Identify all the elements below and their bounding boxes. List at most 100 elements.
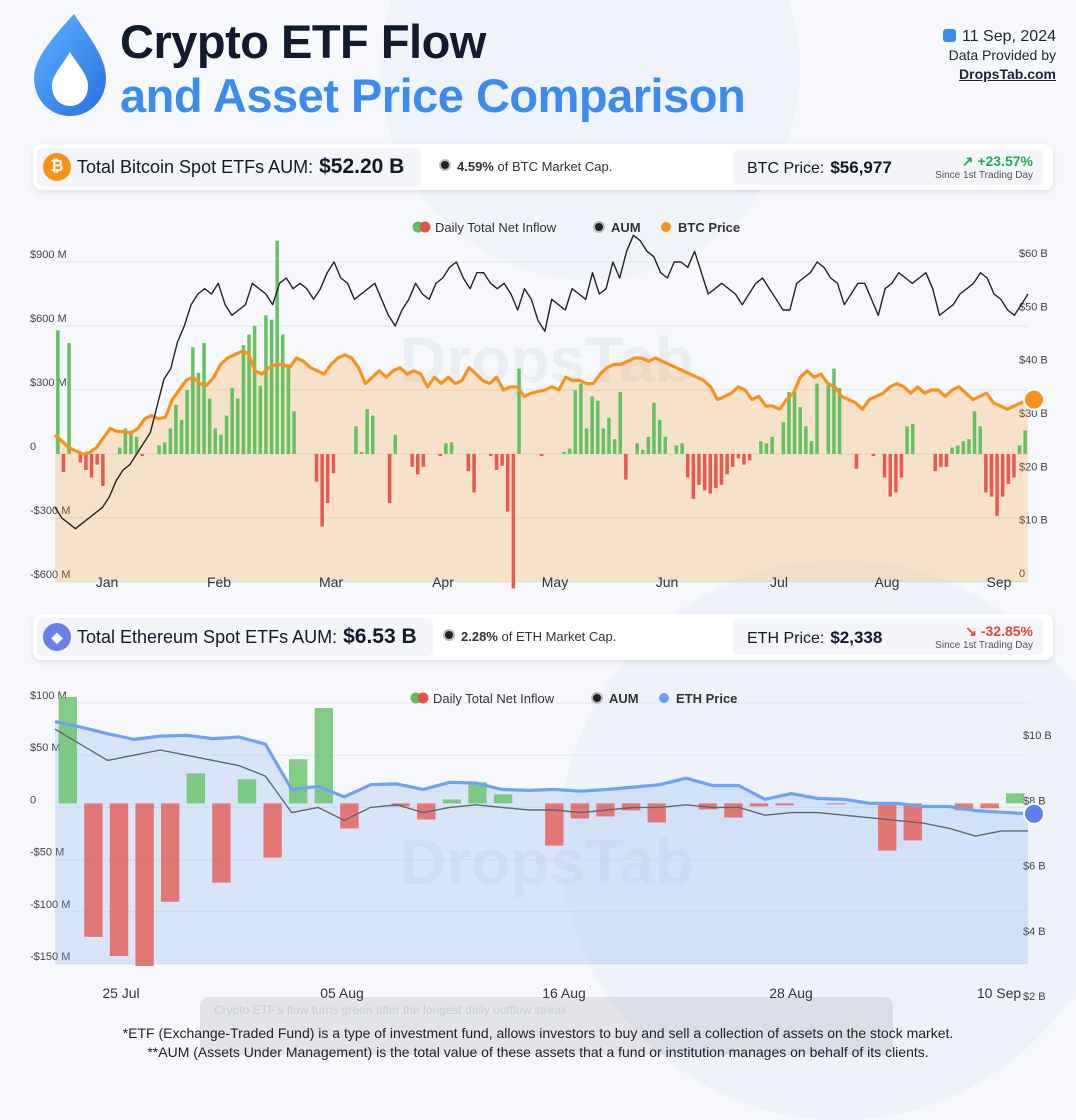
inflow-bar xyxy=(809,441,814,454)
page-title-line2: and Asset Price Comparison xyxy=(120,69,746,122)
right-axis-tick: $30 B xyxy=(1019,408,1048,420)
inflow-bar xyxy=(140,454,144,457)
inflow-bar xyxy=(989,454,994,497)
legend-aum-label: AUM xyxy=(609,691,639,706)
eth-price-change: -32.85% xyxy=(980,623,1033,639)
x-axis-label: May xyxy=(542,574,568,590)
x-axis-label: Jan xyxy=(96,574,119,590)
inflow-bar xyxy=(237,779,257,804)
btc-price-change: +23.57% xyxy=(977,153,1033,169)
inflow-bar xyxy=(691,454,696,499)
left-axis-tick: $50 M xyxy=(30,742,61,754)
inflow-bar xyxy=(878,803,897,851)
inflow-bar xyxy=(78,454,83,463)
inflow-bar xyxy=(207,398,212,454)
inflow-bar xyxy=(252,326,257,454)
left-axis-tick: $900 M xyxy=(30,249,67,261)
left-axis-tick: $100 M xyxy=(30,690,67,702)
legend-aum-label: AUM xyxy=(611,220,641,235)
inflow-bar xyxy=(731,454,735,467)
inflow-bar xyxy=(792,392,797,454)
inflow-bar xyxy=(161,803,180,902)
inflow-bar xyxy=(292,411,296,454)
inflow-bar xyxy=(438,454,442,457)
inflow-bar xyxy=(641,449,645,454)
inflow-bar xyxy=(1000,454,1005,497)
inflow-bar xyxy=(416,454,420,475)
left-axis-tick: $300 M xyxy=(30,377,67,389)
left-axis-tick: -$100 M xyxy=(30,899,70,911)
inflow-bar xyxy=(967,439,971,454)
inflow-bar xyxy=(1023,430,1027,454)
inflow-bar xyxy=(539,454,544,457)
inflow-bar xyxy=(995,454,999,516)
inflow-bar xyxy=(500,454,504,466)
legend-inflow-label: Daily Total Net Inflow xyxy=(435,220,557,235)
inflow-bar xyxy=(135,803,154,966)
inflow-bar xyxy=(410,454,414,467)
eth-flow-chart: DropsTab$100 M$50 M0-$50 M-$100 M-$150 M… xyxy=(30,690,1052,1003)
inflow-bar xyxy=(714,454,718,489)
inflow-bar xyxy=(444,443,448,454)
eth-mcap-pct: 2.28% xyxy=(461,629,498,644)
notification-toast[interactable]: Crypto ETF's flow turns green after the … xyxy=(200,997,893,1055)
inflow-bar xyxy=(933,454,937,472)
inflow-bar xyxy=(275,240,279,454)
inflow-bar xyxy=(562,451,566,454)
inflow-bar xyxy=(517,368,521,454)
x-axis-label: Jul xyxy=(770,574,788,590)
inflow-bar xyxy=(749,803,769,807)
inflow-bar xyxy=(56,330,60,454)
inflow-bar xyxy=(359,451,364,454)
inflow-bar xyxy=(621,803,641,811)
inflow-bar xyxy=(826,803,846,805)
inflow-bar xyxy=(236,398,240,454)
inflow-bar xyxy=(787,392,791,454)
inflow-bar xyxy=(168,428,173,454)
price-end-marker xyxy=(1023,802,1045,825)
btc-price-value: $56,977 xyxy=(830,158,892,177)
inflow-bar xyxy=(770,436,774,454)
right-axis-tick: $50 B xyxy=(1019,301,1048,313)
left-axis-tick: -$600 M xyxy=(30,569,70,581)
btc-mcap-text: of BTC Market Cap. xyxy=(497,159,613,174)
right-axis-tick: $4 B xyxy=(1023,926,1046,938)
btc-change-note: Since 1st Trading Day xyxy=(935,170,1033,181)
inflow-bar xyxy=(601,428,606,454)
inflow-bar xyxy=(911,424,915,454)
inflow-bar xyxy=(972,411,977,454)
inflow-bar xyxy=(871,454,876,457)
inflow-bar xyxy=(202,343,206,454)
price-end-marker xyxy=(1023,388,1045,411)
inflow-bar xyxy=(635,443,639,454)
legend-inflow-icon xyxy=(419,221,431,233)
inflow-bar xyxy=(944,454,949,467)
legend-price-icon xyxy=(659,693,669,703)
inflow-bar xyxy=(511,454,516,589)
page-title-line1: Crypto ETF Flow xyxy=(120,15,486,68)
inflow-bar xyxy=(314,454,319,482)
inflow-bar xyxy=(854,454,859,469)
inflow-bar xyxy=(442,799,462,804)
inflow-bar xyxy=(95,454,99,465)
inflow-bar xyxy=(393,434,397,454)
x-axis-label: Jun xyxy=(656,574,679,590)
inflow-bar xyxy=(320,454,324,527)
dot-icon xyxy=(439,159,451,171)
aum-line xyxy=(54,728,1028,837)
inflow-bar xyxy=(570,803,590,819)
inflow-bar xyxy=(174,404,178,454)
legend-price-icon xyxy=(661,222,671,232)
inflow-bar xyxy=(258,385,262,454)
inflow-bar xyxy=(1006,793,1025,804)
inflow-bar xyxy=(545,803,564,846)
eth-mcap-text: of ETH Market Cap. xyxy=(501,629,617,644)
inflow-bar xyxy=(219,434,223,454)
inflow-bar xyxy=(686,454,690,478)
inflow-bar xyxy=(191,347,195,454)
x-axis-label: 05 Aug xyxy=(320,985,364,1001)
x-axis-label: Mar xyxy=(319,574,343,590)
inflow-bar xyxy=(894,454,898,493)
inflow-bar xyxy=(186,773,205,804)
provider-link[interactable]: DropsTab.com xyxy=(959,66,1056,82)
